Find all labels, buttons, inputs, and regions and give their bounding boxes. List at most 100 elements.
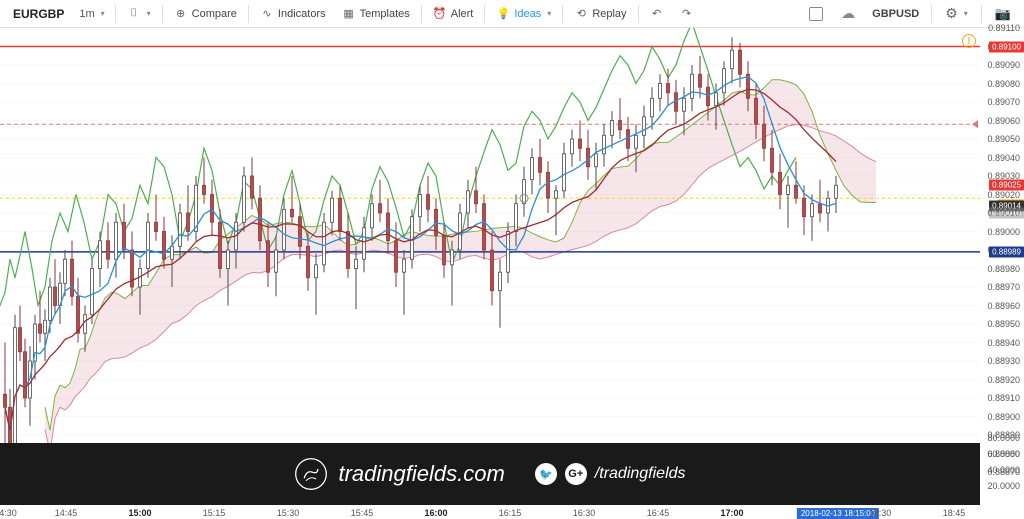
- indicators-icon: ∿: [260, 7, 274, 21]
- social-handle: /tradingfields: [595, 465, 686, 483]
- time-axis[interactable]: 4:30 14:45 15:00 15:15 15:30 15:45 16:00 16:15 1…: [0, 505, 980, 519]
- ideas-label: Ideas: [514, 8, 541, 20]
- alert-icon: ⏰: [433, 7, 447, 21]
- redo-icon: ↷: [680, 7, 694, 21]
- layout-name[interactable]: GBPUSD: [866, 5, 925, 23]
- y-tick: 0.89070: [987, 97, 1020, 107]
- y-tick: 0.89020: [987, 190, 1020, 200]
- separator: [562, 5, 563, 23]
- replay-icon: ⟲: [574, 7, 588, 21]
- current-time-marker: 2018-02-13 18:15:00: [797, 508, 879, 519]
- undo-button[interactable]: ↶: [643, 4, 671, 24]
- chart-toolbar: EURGBP 1m▾ ⌷▾ ⊕Compare ∿Indicators ▦Temp…: [0, 0, 1024, 28]
- secondary-y-tick: 60.0000: [987, 449, 1020, 459]
- x-tick: 16:45: [647, 508, 670, 518]
- settings-button[interactable]: ⚙▾: [938, 2, 975, 25]
- brand: tradingfields.com: [294, 457, 504, 491]
- x-tick: 18:30: [869, 508, 892, 518]
- price-line-marker: 0.89100: [989, 41, 1024, 52]
- compare-button[interactable]: ⊕ Compare: [167, 4, 244, 24]
- undo-icon: ↶: [650, 7, 664, 21]
- chevron-down-icon: ▾: [147, 9, 151, 18]
- y-tick: 0.88910: [987, 393, 1020, 403]
- separator: [115, 5, 116, 23]
- interval-selector[interactable]: 1m ▾: [73, 5, 110, 23]
- cloud-save-button[interactable]: ☁: [834, 2, 862, 25]
- indicators-button[interactable]: ∿ Indicators: [253, 4, 333, 24]
- y-tick: 0.89050: [987, 134, 1020, 144]
- social-links: 🐦 G+ /tradingfields: [535, 463, 686, 485]
- y-tick: 0.88950: [987, 319, 1020, 329]
- layout-icon: [809, 7, 823, 21]
- compare-icon: ⊕: [174, 7, 188, 21]
- x-tick: 15:15: [203, 508, 226, 518]
- separator: [162, 5, 163, 23]
- toolbar-left: EURGBP 1m▾ ⌷▾ ⊕Compare ∿Indicators ▦Temp…: [6, 4, 800, 24]
- cloud-icon: ☁: [841, 5, 855, 22]
- y-tick: 0.88960: [987, 301, 1020, 311]
- watermark-banner: tradingfields.com 🐦 G+ /tradingfields: [0, 443, 980, 505]
- symbol-selector[interactable]: EURGBP: [6, 4, 71, 24]
- y-tick: 0.89040: [987, 153, 1020, 163]
- compare-label: Compare: [192, 8, 237, 20]
- x-tick: 16:15: [499, 508, 522, 518]
- current-price-marker: 0.89010: [989, 208, 1024, 219]
- brand-text: tradingfields.com: [338, 461, 504, 487]
- indicators-label: Indicators: [278, 8, 326, 20]
- bulb-icon: 💡: [496, 7, 510, 21]
- secondary-y-tick: 20.0000: [987, 481, 1020, 491]
- templates-button[interactable]: ▦ Templates: [335, 4, 417, 24]
- layout-button[interactable]: [802, 4, 830, 24]
- x-tick: 16:00: [424, 508, 447, 518]
- y-tick: 0.88920: [987, 375, 1020, 385]
- x-tick: 15:45: [351, 508, 374, 518]
- separator: [248, 5, 249, 23]
- googleplus-icon: G+: [565, 463, 587, 485]
- candle-style-button[interactable]: ⌷▾: [120, 4, 158, 24]
- alert-button[interactable]: ⏰ Alert: [426, 4, 481, 24]
- y-tick: 0.89000: [987, 227, 1020, 237]
- price-axis[interactable]: 0.891100.891000.890900.890800.890700.890…: [980, 28, 1024, 519]
- y-tick: 0.89090: [987, 60, 1020, 70]
- replay-label: Replay: [592, 8, 626, 20]
- chevron-down-icon: ▾: [101, 9, 105, 18]
- screenshot-button[interactable]: 📷: [988, 3, 1018, 25]
- templates-icon: ▦: [342, 7, 356, 21]
- price-line-marker: 0.88989: [989, 246, 1024, 257]
- secondary-y-tick: 80.0000: [987, 433, 1020, 443]
- chevron-down-icon: ▾: [964, 9, 968, 18]
- x-tick: 17:00: [720, 508, 743, 518]
- templates-label: Templates: [360, 8, 410, 20]
- x-tick: 4:30: [0, 508, 17, 518]
- y-tick: 0.89080: [987, 79, 1020, 89]
- chart-container[interactable]: ! 0.891100.891000.890900.890800.890700.8…: [0, 28, 1024, 519]
- y-tick: 0.88940: [987, 338, 1020, 348]
- interval-label: 1m: [79, 8, 94, 20]
- x-tick: 15:00: [128, 508, 151, 518]
- y-tick: 0.88980: [987, 264, 1020, 274]
- y-tick: 0.88930: [987, 356, 1020, 366]
- x-tick: 16:30: [573, 508, 596, 518]
- alert-label: Alert: [451, 8, 474, 20]
- separator: [981, 5, 982, 23]
- x-tick: 14:45: [55, 508, 78, 518]
- x-tick: 15:30: [277, 508, 300, 518]
- toolbar-right: ☁ GBPUSD ⚙▾ 📷: [802, 2, 1018, 25]
- y-tick: 0.89110: [988, 23, 1020, 33]
- candlestick-icon: ⌷: [127, 7, 141, 21]
- replay-button[interactable]: ⟲ Replay: [567, 4, 633, 24]
- y-tick: 0.89060: [987, 116, 1020, 126]
- separator: [484, 5, 485, 23]
- brand-logo-icon: [294, 457, 328, 491]
- redo-button[interactable]: ↷: [673, 4, 701, 24]
- chevron-down-icon: ▾: [547, 9, 551, 18]
- y-tick: 0.88970: [987, 282, 1020, 292]
- separator: [931, 5, 932, 23]
- twitter-icon: 🐦: [535, 463, 557, 485]
- ideas-button[interactable]: 💡 Ideas ▾: [489, 4, 558, 24]
- info-icon[interactable]: !: [962, 34, 976, 48]
- x-tick: 18:45: [943, 508, 966, 518]
- secondary-y-tick: 40.0000: [987, 465, 1020, 475]
- camera-icon: 📷: [995, 6, 1011, 22]
- separator: [421, 5, 422, 23]
